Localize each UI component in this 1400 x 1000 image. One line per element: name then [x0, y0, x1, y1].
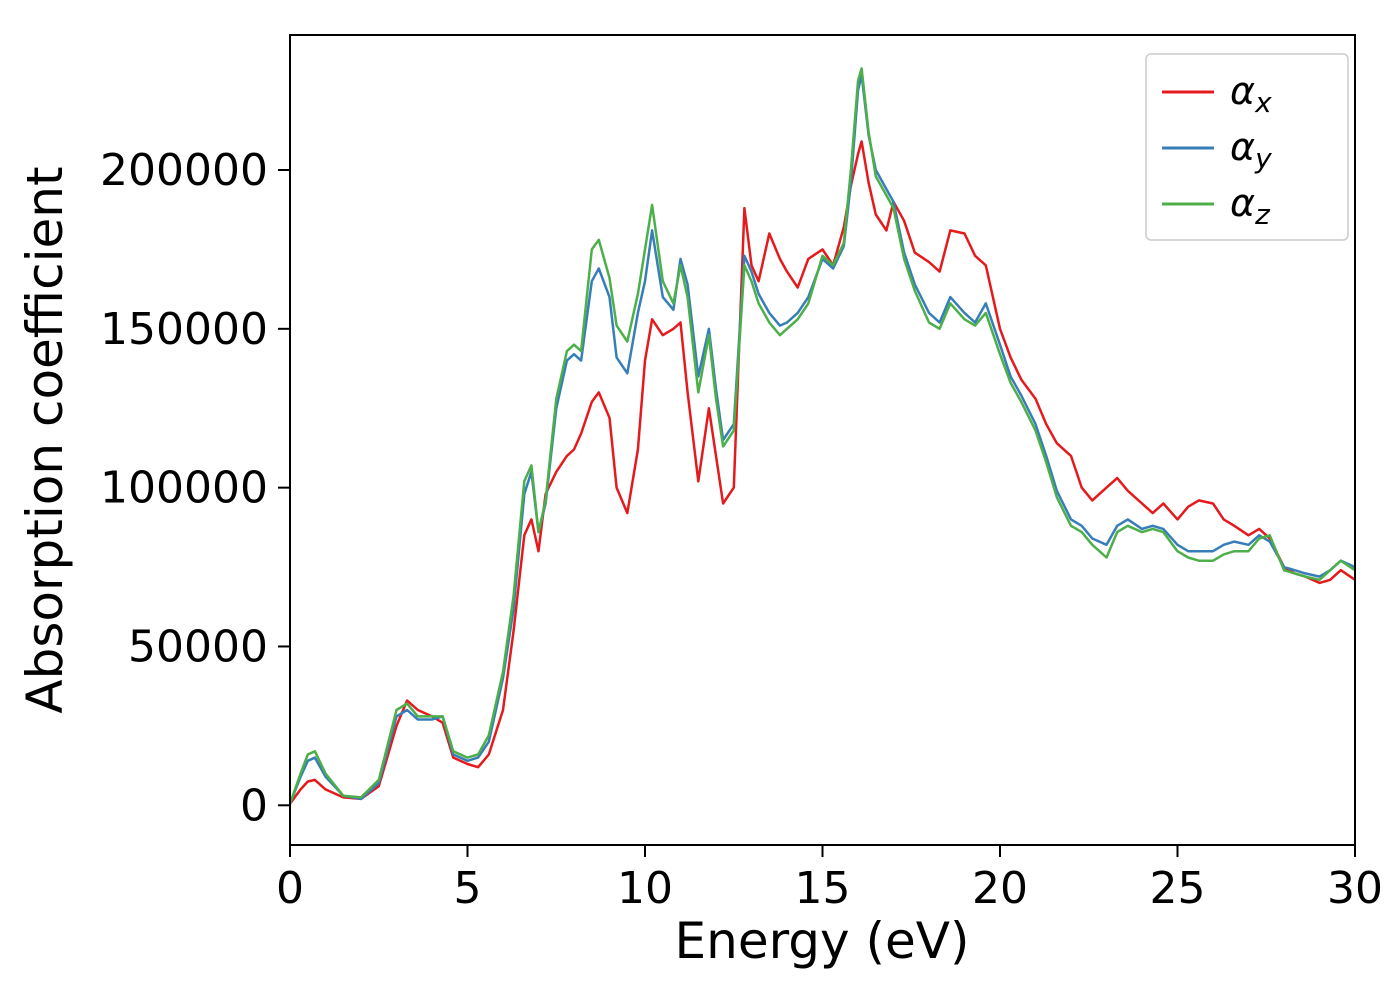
legend-entry-alpha_z: αz: [1162, 181, 1271, 231]
y-tick-label: 200000: [100, 145, 268, 196]
x-tick-label: 0: [276, 863, 304, 914]
ticks-group: 0 5 10 15 20 25 30 0 50000 100000 150000 200000: [100, 145, 1383, 914]
y-tick-label: 50000: [128, 621, 268, 672]
legend-entry-alpha_y: αy: [1162, 125, 1272, 175]
y-tick-label: 150000: [100, 304, 268, 355]
legend: αx αy αz: [1145, 53, 1349, 241]
y-axis-label: Absorption coefficient: [16, 166, 74, 713]
x-tick-label: 30: [1327, 863, 1383, 914]
series-line-alpha_y: [290, 73, 1355, 805]
y-tick-label: 100000: [100, 463, 268, 514]
y-tick-label: 0: [240, 780, 268, 831]
legend-entry-alpha_x: αx: [1162, 69, 1272, 119]
series-group: [290, 67, 1355, 805]
series-line-alpha_z: [290, 67, 1355, 805]
x-tick-label: 5: [454, 863, 482, 914]
legend-label-alpha_y: αy: [1230, 125, 1272, 175]
x-tick-label: 10: [617, 863, 673, 914]
legend-box: [1145, 53, 1349, 241]
legend-label-alpha_x: αx: [1230, 69, 1272, 119]
x-tick-label: 25: [1150, 863, 1206, 914]
x-tick-label: 15: [795, 863, 851, 914]
x-axis-label: Energy (eV): [675, 912, 970, 970]
legend-label-alpha_z: αz: [1230, 181, 1271, 231]
x-tick-label: 20: [972, 863, 1028, 914]
series-line-alpha_x: [290, 140, 1355, 805]
